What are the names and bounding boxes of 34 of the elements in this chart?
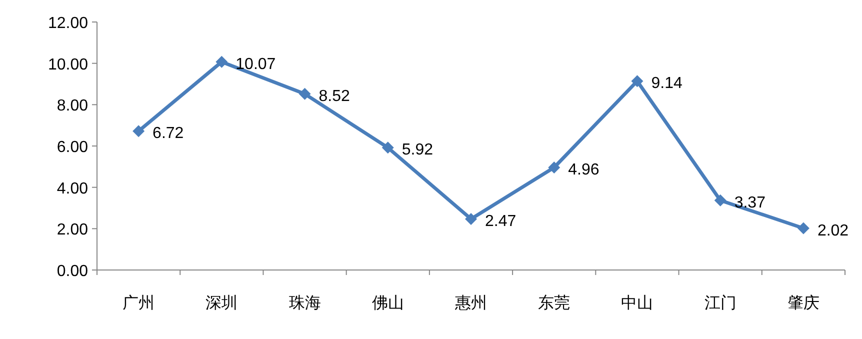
x-tick-label: 广州 [122,294,155,312]
y-tick-label: 8.00 [56,98,88,115]
y-tick-label: 12.00 [48,15,88,32]
point [298,88,311,100]
data-label: 2.02 [817,222,849,240]
x-tick-label: 惠州 [454,294,487,312]
point [548,161,560,174]
point [797,222,810,234]
y-tick-label: 6.00 [56,139,88,156]
point [132,125,145,138]
y-tick-label: 2.00 [56,222,88,239]
x-tick-label: 江门 [704,294,736,312]
point [714,194,726,206]
x-tick-label: 珠海 [288,294,321,312]
x-tick-label: 肇庆 [787,294,820,312]
data-label: 6.72 [152,125,184,142]
y-tick-label: 4.00 [56,180,88,198]
x-tick-label: 中山 [621,294,654,312]
data-label: 8.52 [318,88,350,105]
data-label: 10.07 [236,56,276,73]
data-label: 5.92 [402,142,434,159]
x-tick-label: 佛山 [372,294,404,312]
x-tick-label: 深圳 [206,294,238,312]
data-label: 2.47 [485,212,516,230]
y-tick-label: 10.00 [48,56,88,74]
point [465,212,477,225]
y-tick-label: 0.00 [56,263,88,280]
data-label: 3.37 [734,194,766,212]
data-label: 4.96 [568,161,600,178]
point [216,56,228,68]
x-tick-label: 东莞 [538,294,570,312]
point [382,142,394,154]
data-label: 9.14 [651,75,682,92]
point [631,75,644,88]
